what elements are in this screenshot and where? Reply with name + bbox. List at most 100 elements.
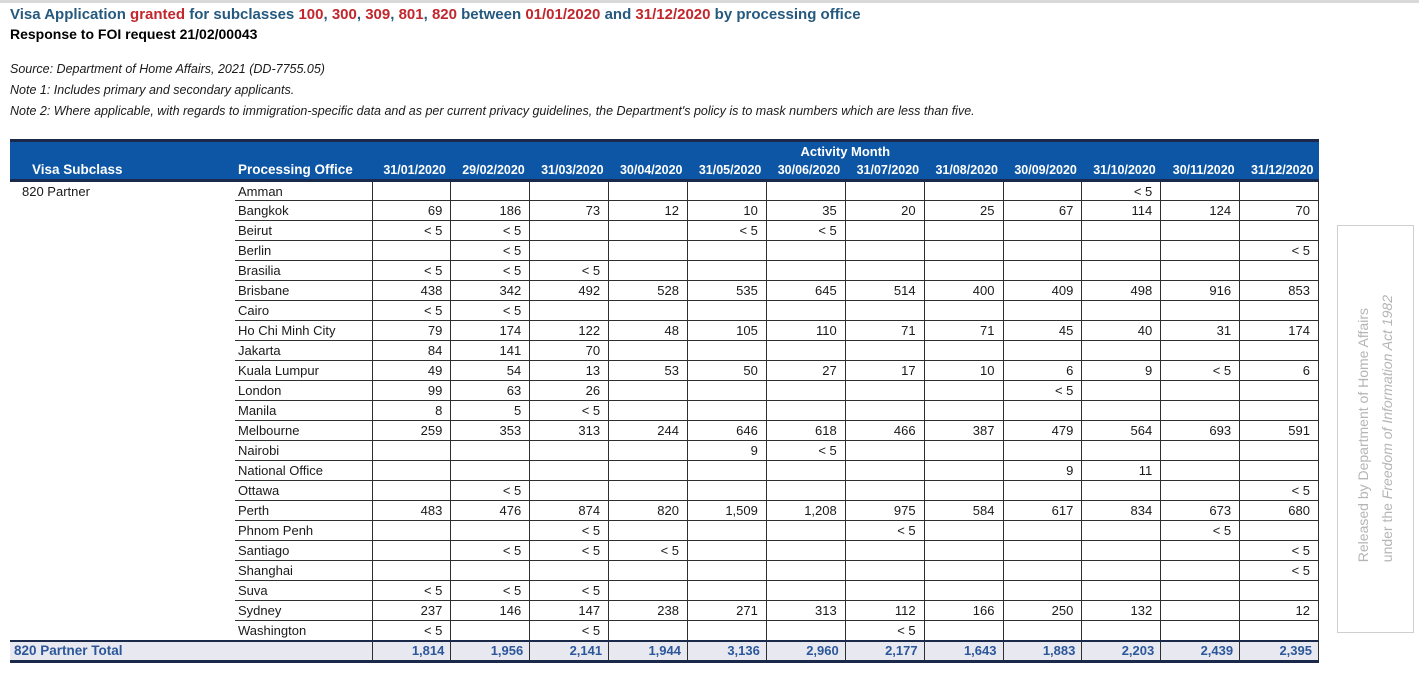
month-column-header: 29/02/2020 (450, 160, 530, 182)
value-cell (1081, 520, 1161, 541)
value-cell (1160, 620, 1240, 641)
total-value-cell: 2,960 (765, 639, 846, 663)
table-row: Brasilia < 5 < 5 < 5 (10, 260, 1319, 281)
visa-subclass-cell (10, 461, 235, 481)
month-column-header: 31/08/2020 (924, 160, 1003, 182)
visa-subclass-cell (10, 501, 235, 521)
month-column-header: 30/11/2020 (1160, 160, 1240, 182)
value-cell: 166 (923, 600, 1003, 621)
value-cell (450, 440, 530, 461)
processing-office-column-header: Processing Office (235, 160, 372, 182)
table-row: Phnom Penh < 5 < 5 < 5 (10, 520, 1319, 541)
title-segment: 100 (298, 6, 324, 23)
value-cell (844, 340, 925, 361)
value-cell (450, 560, 530, 581)
value-cell (1081, 380, 1161, 401)
value-cell (529, 460, 609, 481)
value-cell: 13 (529, 360, 609, 381)
value-cell: 528 (608, 280, 688, 301)
value-cell: 313 (529, 420, 609, 441)
value-cell (687, 460, 767, 481)
total-value-cell: 2,439 (1160, 639, 1240, 663)
value-cell: 73 (529, 200, 609, 221)
title-segment: 31/12/2020 (635, 6, 711, 23)
value-cell (1160, 220, 1240, 241)
value-cell (923, 400, 1003, 421)
value-cell: 5 (450, 400, 530, 421)
processing-office-cell: Amman (235, 180, 372, 201)
visa-subclass-cell (10, 381, 235, 401)
value-cell (687, 400, 767, 421)
value-cell (765, 400, 846, 421)
value-cell: 342 (450, 280, 530, 301)
value-cell (687, 260, 767, 281)
value-cell (1160, 600, 1240, 621)
value-cell: 259 (371, 420, 451, 441)
value-cell (687, 180, 767, 201)
value-cell: 479 (1002, 420, 1082, 441)
table-row: Melbourne 259 353 313 244 646 618 466 387 479 564 6… (10, 420, 1319, 441)
value-cell: < 5 (371, 620, 451, 641)
value-cell (923, 440, 1003, 461)
month-column-header: 30/09/2020 (1003, 160, 1082, 182)
value-cell (608, 260, 688, 281)
value-cell: < 5 (371, 580, 451, 601)
processing-office-cell: Sydney (235, 600, 372, 621)
value-cell (765, 620, 846, 641)
visa-grants-table: Activity Month Visa Subclass Processing … (10, 139, 1319, 663)
value-cell: 476 (450, 500, 530, 521)
value-cell (687, 380, 767, 401)
value-cell (1081, 400, 1161, 421)
processing-office-cell: Phnom Penh (235, 520, 372, 541)
value-cell (923, 480, 1003, 501)
value-cell (529, 480, 609, 501)
total-label: 820 Partner Total (10, 639, 372, 663)
title-segment: for subclasses (185, 6, 299, 23)
value-cell: 353 (450, 420, 530, 441)
processing-office-cell: Suva (235, 580, 372, 601)
visa-subclass-cell (10, 321, 235, 341)
table-row: Shanghai < 5 (10, 560, 1319, 581)
table-row: Bangkok 69 186 73 12 10 35 20 25 67 114 124 70 (10, 200, 1319, 221)
value-cell (844, 480, 925, 501)
value-cell (1002, 220, 1082, 241)
value-cell (1002, 620, 1082, 641)
visa-subclass-cell: 820 Partner (22, 183, 90, 199)
value-cell (1239, 400, 1319, 421)
processing-office-cell: Ho Chi Minh City (235, 320, 372, 341)
value-cell (1239, 520, 1319, 541)
value-cell (1002, 520, 1082, 541)
table-body: 820 Partner Amman < 5 Bangkok 69 186 73 12 10 35 2… (10, 180, 1319, 641)
visa-subclass-column-header: Visa Subclass (10, 160, 235, 182)
value-cell: 31 (1160, 320, 1240, 341)
visa-subclass-cell (10, 201, 235, 221)
value-cell (1081, 440, 1161, 461)
visa-subclass-cell (10, 221, 235, 241)
month-column-header: 31/01/2020 (372, 160, 451, 182)
value-cell (608, 520, 688, 541)
value-cell (608, 340, 688, 361)
value-cell: 834 (1081, 500, 1161, 521)
visa-subclass-cell (10, 281, 235, 301)
value-cell (1081, 260, 1161, 281)
value-cell: 853 (1239, 280, 1319, 301)
value-cell: 313 (765, 600, 846, 621)
value-cell (765, 240, 846, 261)
value-cell (608, 560, 688, 581)
value-cell: 146 (450, 600, 530, 621)
value-cell (923, 340, 1003, 361)
page-top-edge (0, 0, 1419, 3)
value-cell: 174 (450, 320, 530, 341)
value-cell: < 5 (1239, 240, 1319, 261)
total-value-cell: 1,956 (450, 639, 530, 663)
processing-office-cell: Shanghai (235, 560, 372, 581)
value-cell: < 5 (1239, 540, 1319, 561)
processing-office-cell: Melbourne (235, 420, 372, 441)
title-segment: 820 (431, 6, 457, 23)
value-cell: 40 (1081, 320, 1161, 341)
value-cell (1239, 620, 1319, 641)
value-cell: 514 (844, 280, 925, 301)
value-cell (1081, 340, 1161, 361)
visa-subclass-cell (10, 301, 235, 321)
